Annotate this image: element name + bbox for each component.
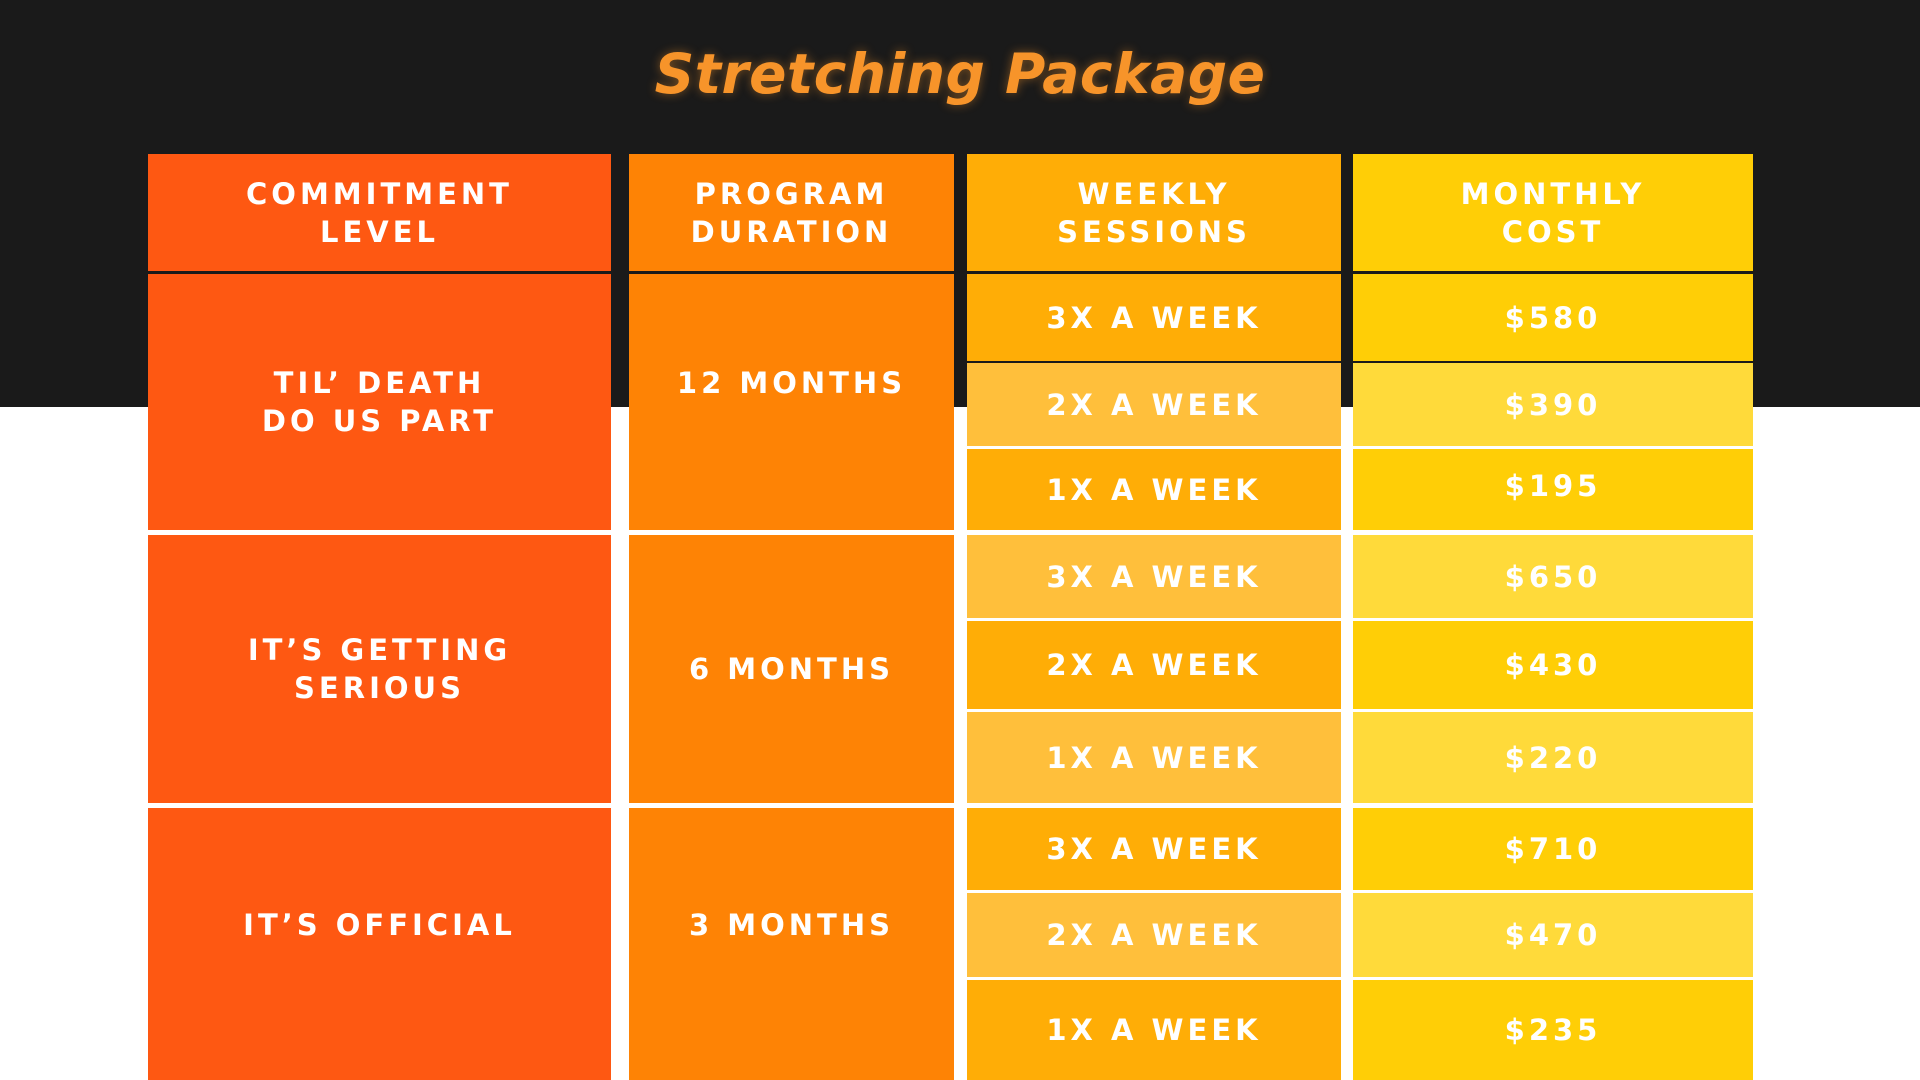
header-weekly-sessions: WEEKLY SESSIONS xyxy=(967,154,1341,271)
weekly-sessions-cell: 3X A WEEK xyxy=(967,274,1341,361)
monthly-cost-cell: $220 xyxy=(1353,712,1753,803)
header-program-duration: PROGRAM DURATION xyxy=(629,154,954,271)
commitment-level-cell: TIL’ DEATH DO US PART xyxy=(148,274,611,530)
weekly-sessions-cell: 1X A WEEK xyxy=(967,449,1341,530)
monthly-cost-cell: $195 xyxy=(1353,449,1753,530)
weekly-sessions-cell: 2X A WEEK xyxy=(967,893,1341,977)
weekly-sessions-cell: 3X A WEEK xyxy=(967,808,1341,890)
program-duration-cell: 12 MONTHS xyxy=(629,274,954,530)
monthly-cost-cell: $580 xyxy=(1353,274,1753,361)
header-monthly-cost: MONTHLY COST xyxy=(1353,154,1753,271)
commitment-level-cell: IT’S OFFICIAL xyxy=(148,808,611,1080)
monthly-cost-cell: $390 xyxy=(1353,363,1753,446)
weekly-sessions-cell: 1X A WEEK xyxy=(967,712,1341,803)
weekly-sessions-cell: 1X A WEEK xyxy=(967,980,1341,1080)
monthly-cost-cell: $235 xyxy=(1353,980,1753,1080)
monthly-cost-cell: $430 xyxy=(1353,621,1753,709)
program-duration-cell: 6 MONTHS xyxy=(629,535,954,803)
commitment-level-cell: IT’S GETTING SERIOUS xyxy=(148,535,611,803)
monthly-cost-cell: $710 xyxy=(1353,808,1753,890)
weekly-sessions-cell: 2X A WEEK xyxy=(967,621,1341,709)
weekly-sessions-cell: 3X A WEEK xyxy=(967,535,1341,618)
program-duration-cell: 3 MONTHS xyxy=(629,808,954,1080)
header-commitment-level: COMMITMENT LEVEL xyxy=(148,154,611,271)
page-title: Stretching Package xyxy=(654,42,1266,106)
monthly-cost-cell: $650 xyxy=(1353,535,1753,618)
weekly-sessions-cell: 2X A WEEK xyxy=(967,363,1341,446)
monthly-cost-cell: $470 xyxy=(1353,893,1753,977)
